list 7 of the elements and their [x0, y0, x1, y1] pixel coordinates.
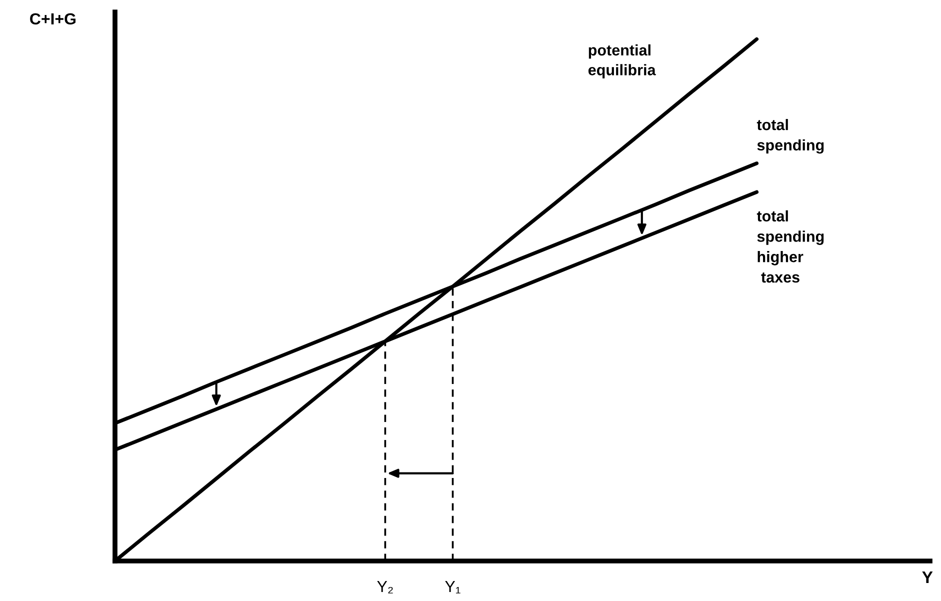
y-axis-title: C+I+G — [30, 13, 76, 25]
text: potential equilibria — [588, 44, 656, 78]
text: Y — [922, 571, 933, 583]
x-tick-label: Y₁ — [445, 581, 460, 594]
series-label: total spending higher taxes — [756, 210, 824, 283]
series-label: total spending — [756, 118, 824, 154]
x-tick-label: Y₂ — [377, 581, 393, 594]
